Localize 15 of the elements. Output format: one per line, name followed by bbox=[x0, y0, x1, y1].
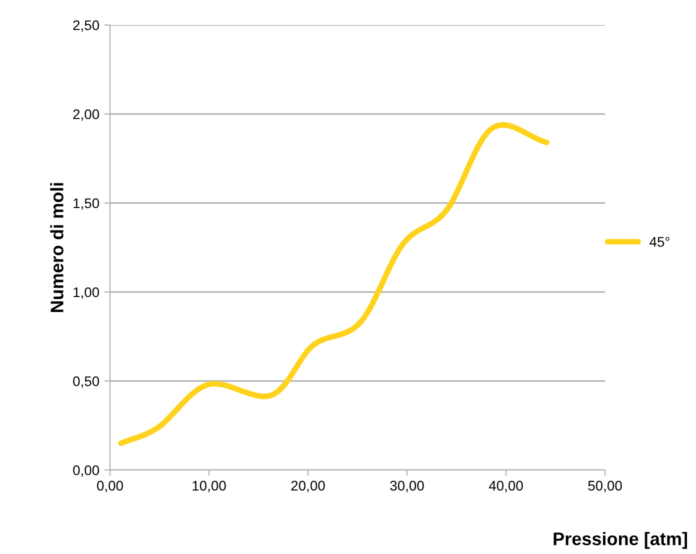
y-tick-label: 2,00 bbox=[73, 109, 100, 121]
y-tick-label: 1,50 bbox=[74, 198, 100, 210]
x-axis-title: Pressione [atm] bbox=[554, 532, 687, 549]
x-tick-label: 0,00 bbox=[97, 480, 123, 492]
y-tick-label: 0,50 bbox=[73, 376, 100, 388]
y-tick-label: 2,50 bbox=[73, 20, 100, 32]
x-tick-label: 40,00 bbox=[488, 480, 523, 492]
y-axis-title: Numero di moli bbox=[50, 183, 64, 312]
x-tick-label: 30,00 bbox=[390, 480, 424, 492]
x-tick-label: 20,00 bbox=[291, 480, 325, 492]
x-tick-label: 50,00 bbox=[588, 480, 622, 492]
y-tick-label: 1,00 bbox=[74, 287, 100, 299]
legend-label: 45° bbox=[650, 236, 670, 247]
x-tick-label: 10,00 bbox=[192, 480, 226, 492]
y-tick-label: 0,00 bbox=[73, 465, 100, 477]
